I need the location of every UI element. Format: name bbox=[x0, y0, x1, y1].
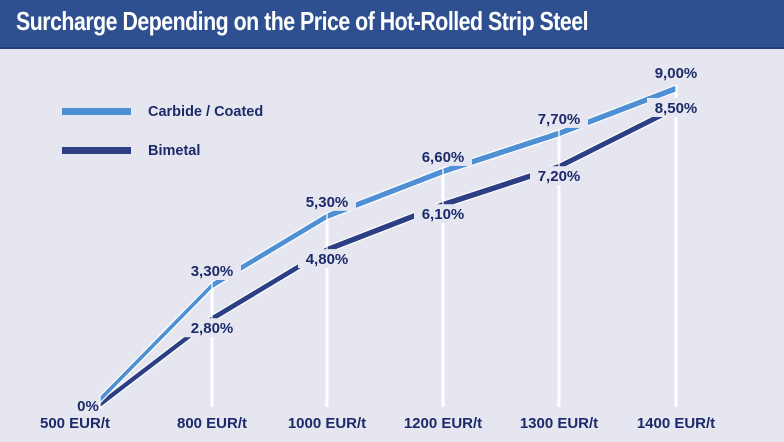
legend-swatch-carbide bbox=[62, 108, 131, 115]
data-label-bimetal: 4,80% bbox=[306, 251, 349, 268]
data-label-bimetal: 8,50% bbox=[655, 100, 698, 117]
data-label-carbide: 9,00% bbox=[655, 65, 698, 82]
data-label-carbide: 7,70% bbox=[538, 111, 581, 128]
data-label-bimetal: 2,80% bbox=[191, 320, 234, 337]
x-tick-label: 800 EUR/t bbox=[177, 415, 247, 432]
data-label-bimetal: 6,10% bbox=[422, 206, 465, 223]
data-label-carbide: 0% bbox=[77, 398, 99, 415]
data-label-bimetal: 7,20% bbox=[538, 168, 581, 185]
legend-label-carbide: Carbide / Coated bbox=[148, 104, 263, 120]
legend-swatch-bimetal bbox=[62, 147, 131, 154]
legend: Carbide / Coated Bimetal bbox=[62, 104, 263, 159]
x-tick-label: 1000 EUR/t bbox=[288, 415, 366, 432]
data-label-carbide: 5,30% bbox=[306, 194, 349, 211]
series-segment-carbide bbox=[100, 282, 212, 403]
legend-label-bimetal: Bimetal bbox=[148, 143, 200, 159]
data-label-carbide: 6,60% bbox=[422, 149, 465, 166]
x-tick-label: 1200 EUR/t bbox=[404, 415, 482, 432]
x-tick-label: 1300 EUR/t bbox=[520, 415, 598, 432]
data-label-carbide: 3,30% bbox=[191, 263, 234, 280]
x-tick-label: 500 EUR/t bbox=[40, 415, 110, 432]
x-tick-label: 1400 EUR/t bbox=[637, 415, 715, 432]
